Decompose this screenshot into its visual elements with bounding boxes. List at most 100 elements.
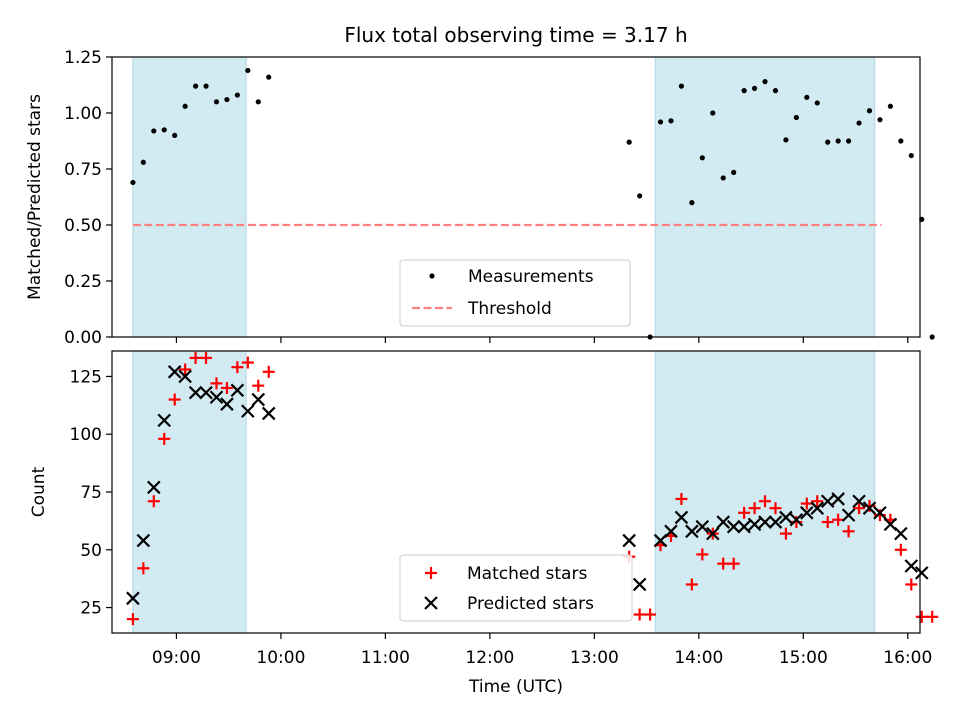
predicted-star-point xyxy=(873,506,887,520)
predicted-star-point xyxy=(852,494,866,509)
predicted-star-point xyxy=(241,404,255,418)
x-tick-label: 13:00 xyxy=(570,648,619,668)
matched-star-point xyxy=(790,516,803,529)
predicted-star-point xyxy=(209,390,224,405)
matched-star-point xyxy=(894,543,907,556)
measurement-point xyxy=(689,200,695,206)
y-tick-label: 100 xyxy=(70,425,102,445)
measurement-point xyxy=(762,79,768,85)
y-tick-label: 0.25 xyxy=(64,272,102,292)
shaded-interval-2 xyxy=(654,56,876,338)
measurement-point xyxy=(877,117,883,123)
measurement-point xyxy=(804,94,810,100)
matched-star-point xyxy=(926,610,939,623)
measurement-point xyxy=(908,152,914,159)
matched-star-point xyxy=(168,393,181,406)
predicted-star-point xyxy=(705,526,720,541)
ratio-panel: 0.00 0.25 0.50 0.75 1.00 1.25 Matched/Predict… xyxy=(25,48,935,348)
predicted-star-point xyxy=(695,519,710,534)
measurement-point xyxy=(668,118,674,124)
shaded-interval-2 xyxy=(654,350,876,634)
predicted-star-point xyxy=(831,492,845,506)
predicted-star-point xyxy=(622,533,636,548)
predicted-star-point xyxy=(820,494,835,509)
matched-star-point xyxy=(241,356,254,369)
series-matched-stars xyxy=(126,351,939,626)
predicted-star-point xyxy=(904,559,919,573)
y-tick-label: 50 xyxy=(80,541,102,561)
matched-star-point xyxy=(915,610,928,623)
predicted-star-point xyxy=(810,501,825,515)
predicted-star-point xyxy=(800,506,814,520)
measurement-point xyxy=(856,120,862,126)
matched-star-point xyxy=(252,379,265,392)
series-measurements xyxy=(130,67,935,340)
predicted-star-point xyxy=(126,591,140,606)
predicted-star-point xyxy=(914,566,929,580)
measurement-point xyxy=(130,179,136,186)
measurement-point xyxy=(234,92,240,98)
x-tick-label: 15:00 xyxy=(779,648,828,668)
matched-star-point xyxy=(210,377,223,390)
count-y-axis-label: Count xyxy=(29,466,49,517)
predicted-star-point xyxy=(167,365,182,379)
measurement-point xyxy=(161,127,167,133)
predicted-star-point xyxy=(220,397,234,411)
matched-star-point xyxy=(696,548,709,561)
predicted-star-point xyxy=(716,515,731,529)
measurement-point xyxy=(846,138,852,144)
predicted-star-point xyxy=(188,385,203,400)
matched-star-point xyxy=(179,363,192,376)
measurement-point xyxy=(626,139,632,145)
count-panel: 09:00 10:00 11:00 12:00 13:00 14:00 15:00 16:00… xyxy=(29,350,939,697)
count-legend: Matched stars Predicted stars xyxy=(399,554,633,622)
x-tick-label: 09:00 xyxy=(152,648,201,668)
matched-star-point xyxy=(769,502,782,515)
measurement-point xyxy=(140,159,146,165)
ratio-y-axis-label: Matched/Predicted stars xyxy=(25,94,45,300)
matched-star-point xyxy=(633,608,646,621)
chart-title: Flux total observing time = 3.17 h xyxy=(344,23,687,47)
measurement-point xyxy=(192,83,199,89)
measurement-point xyxy=(825,139,831,145)
matched-star-point xyxy=(853,502,866,515)
y-tick-label: 1.00 xyxy=(64,104,102,124)
predicted-star-point xyxy=(251,392,266,407)
measurement-point xyxy=(245,67,251,74)
measurement-point xyxy=(637,193,643,199)
measurement-point xyxy=(699,155,705,161)
count-y-ticks: 25 50 75 100 125 xyxy=(70,367,112,619)
measurement-point xyxy=(151,128,157,134)
measurement-points xyxy=(130,67,935,340)
x-tick-label: 12:00 xyxy=(465,648,514,668)
matched-star-point xyxy=(147,495,160,508)
predicted-star-point xyxy=(664,524,678,539)
matched-star-point xyxy=(158,432,171,445)
matched-star-point xyxy=(811,495,824,508)
measurement-point xyxy=(678,83,685,89)
matched-star-point xyxy=(832,513,845,526)
measurement-point xyxy=(255,99,261,105)
measurement-point xyxy=(731,169,737,175)
legend-measurements-marker xyxy=(429,273,435,279)
predicted-star-point xyxy=(726,519,741,534)
measurement-point xyxy=(751,85,758,91)
predicted-star-point xyxy=(779,510,793,525)
legend-matched-marker xyxy=(425,567,437,579)
predicted-star-point xyxy=(862,501,877,515)
count-legend-box xyxy=(399,554,633,622)
y-tick-label: 0.75 xyxy=(64,160,102,180)
predicted-star-point xyxy=(136,533,151,548)
legend-predicted-label: Predicted stars xyxy=(467,594,594,614)
legend-matched-label: Matched stars xyxy=(467,564,587,584)
predicted-star-point xyxy=(261,406,276,421)
predicted-star-point xyxy=(199,385,213,400)
matched-star-point xyxy=(126,613,139,626)
matched-star-point xyxy=(262,365,275,378)
matched-star-point xyxy=(727,557,740,570)
y-tick-label: 75 xyxy=(80,483,102,503)
ratio-x-ticks xyxy=(175,337,909,343)
predicted-star-point xyxy=(737,519,751,534)
